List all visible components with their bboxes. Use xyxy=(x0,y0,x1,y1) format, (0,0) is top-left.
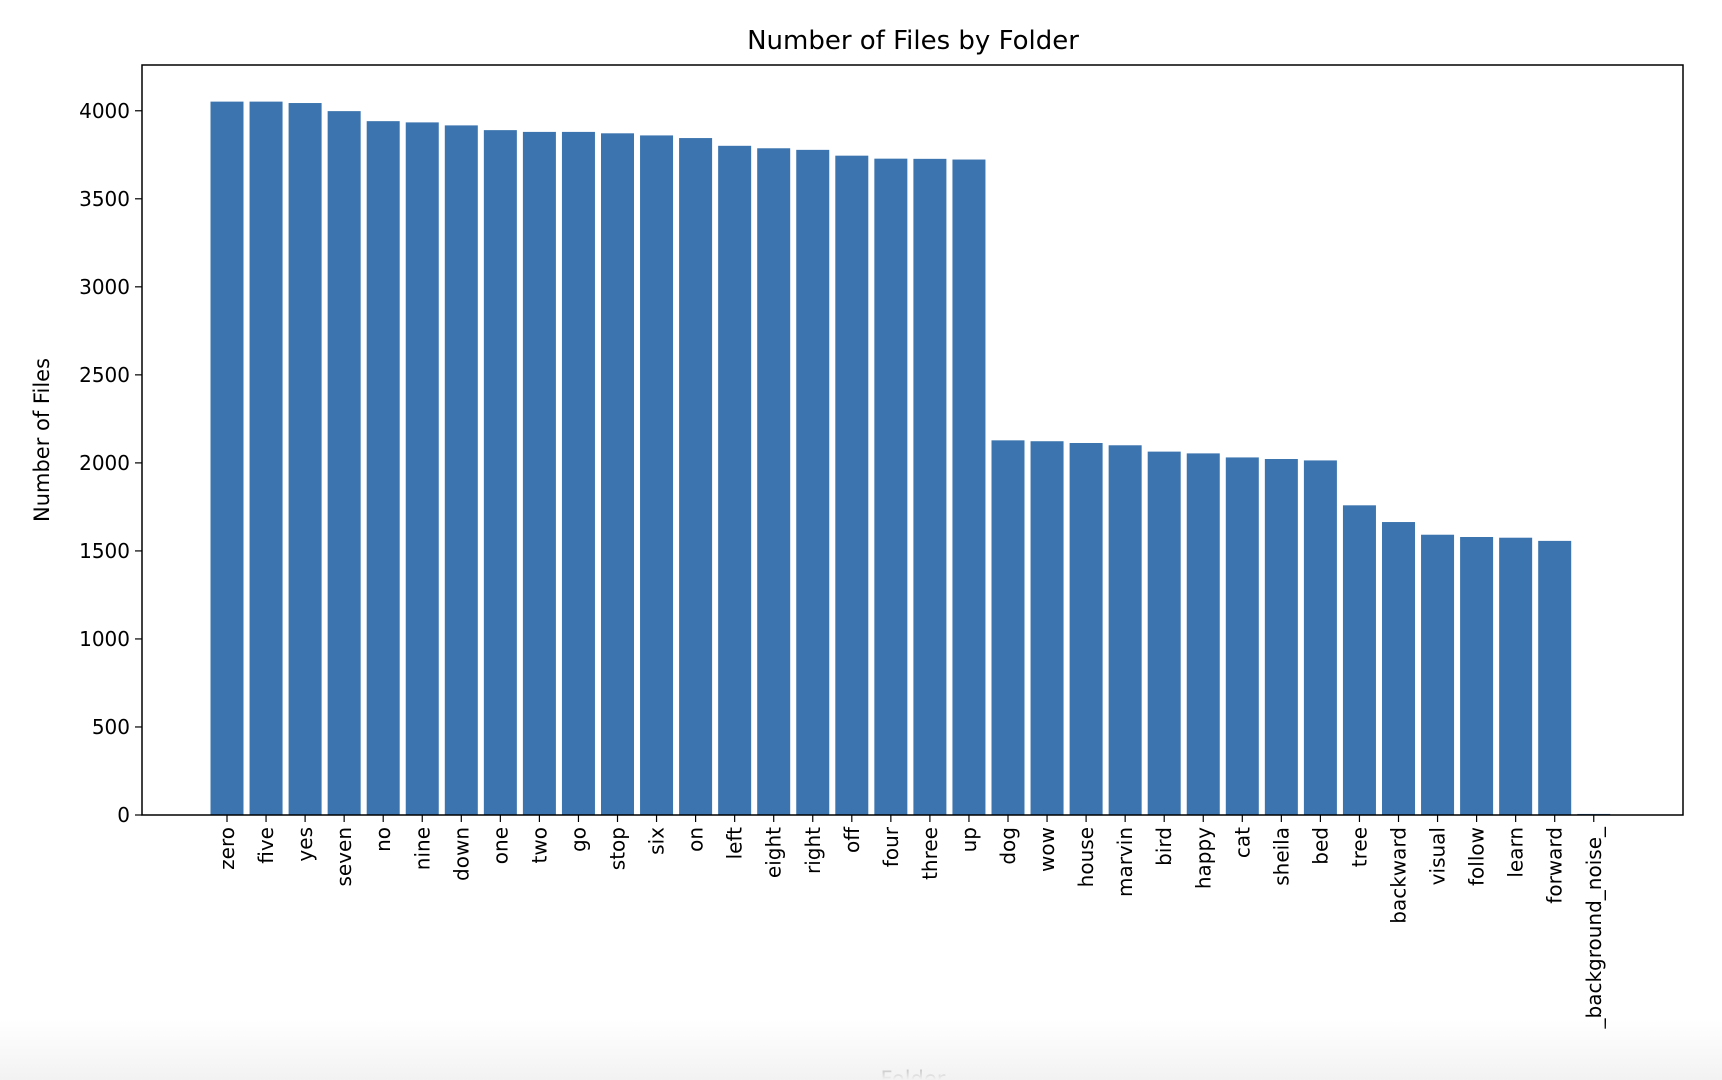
bar-wow xyxy=(1030,441,1064,815)
x-tick-label: four xyxy=(879,826,903,867)
y-axis-ticks: 0 500 1000 1500 2000 2500 3000 3500 4000 xyxy=(79,99,142,827)
bar-no xyxy=(366,121,400,815)
y-axis-label: Number of Files xyxy=(30,358,54,522)
y-tick-label: 0 xyxy=(117,803,130,827)
bar-marvin xyxy=(1108,445,1142,815)
bar-yes xyxy=(288,103,322,815)
bar-seven xyxy=(327,111,361,815)
bar-down xyxy=(444,125,478,815)
bar-one xyxy=(483,130,517,815)
y-tick-label: 2500 xyxy=(79,363,130,387)
bar-sheila xyxy=(1264,459,1298,815)
x-tick-label: up xyxy=(957,827,981,852)
x-tick-label: zero xyxy=(215,827,239,870)
x-tick-label: three xyxy=(918,827,942,880)
bar-two xyxy=(522,131,556,815)
bars-group xyxy=(210,101,1611,816)
x-axis-label: Folder xyxy=(881,1067,946,1080)
bar-bed xyxy=(1303,460,1337,815)
bar-happy xyxy=(1186,453,1220,815)
bar-off xyxy=(835,155,869,816)
x-tick-label: five xyxy=(254,827,278,864)
bar-zero xyxy=(210,101,244,816)
x-tick-label: marvin xyxy=(1113,827,1137,897)
bar-four xyxy=(874,158,908,815)
bar-bird xyxy=(1147,451,1181,815)
x-tick-label: left xyxy=(723,827,747,860)
x-tick-label: go xyxy=(566,827,590,852)
bar-forward xyxy=(1538,540,1572,815)
x-axis-ticks: zero five yes seven no nine down one two go stop si… xyxy=(215,815,1606,1029)
x-tick-label: sheila xyxy=(1269,827,1293,886)
y-tick-label: 3000 xyxy=(79,275,130,299)
x-tick-label: visual xyxy=(1426,827,1450,885)
x-tick-label: bed xyxy=(1308,827,1332,865)
x-tick-label: learn xyxy=(1504,827,1528,878)
y-tick-label: 3500 xyxy=(79,187,130,211)
x-tick-label: forward xyxy=(1543,827,1567,904)
bar-on xyxy=(679,138,713,815)
bar-stop xyxy=(601,133,634,815)
x-tick-label: no xyxy=(371,827,395,852)
x-tick-label: happy xyxy=(1191,827,1215,889)
x-tick-label: tree xyxy=(1347,827,1371,867)
x-tick-label: dog xyxy=(996,827,1020,865)
bar-house xyxy=(1069,442,1103,815)
x-tick-label: down xyxy=(449,827,473,881)
bar-up xyxy=(952,159,986,816)
x-tick-label: bird xyxy=(1152,827,1176,866)
x-tick-label: cat xyxy=(1230,827,1254,858)
x-tick-label: right xyxy=(801,827,825,874)
bar-five xyxy=(249,101,283,816)
x-tick-label: nine xyxy=(410,827,434,870)
y-tick-label: 1000 xyxy=(79,627,130,651)
x-tick-label: six xyxy=(645,827,669,855)
bar-tree xyxy=(1342,505,1376,815)
bar-go xyxy=(561,131,595,815)
bar-dog xyxy=(991,440,1025,815)
bar-visual xyxy=(1421,534,1455,815)
bar-cat xyxy=(1225,457,1259,815)
x-tick-label: on xyxy=(684,827,708,852)
x-tick-label: house xyxy=(1074,827,1098,887)
x-tick-label: backward xyxy=(1387,827,1411,924)
x-tick-label: seven xyxy=(332,827,356,887)
bar-nine xyxy=(405,122,439,815)
x-tick-label: two xyxy=(527,827,551,863)
y-tick-label: 500 xyxy=(92,715,130,739)
bar-backward xyxy=(1382,522,1415,815)
bar-three xyxy=(913,158,947,816)
bar-follow xyxy=(1460,537,1494,815)
bar-right xyxy=(796,149,830,816)
chart-title: Number of Files by Folder xyxy=(747,26,1079,56)
x-tick-label: stop xyxy=(606,827,630,870)
bar-six xyxy=(640,135,674,816)
x-tick-label: off xyxy=(840,826,864,853)
bar-left xyxy=(718,145,752,815)
bar-learn xyxy=(1499,537,1533,815)
bar-eight xyxy=(757,148,791,815)
x-tick-label: yes xyxy=(293,827,317,862)
y-tick-label: 2000 xyxy=(79,451,130,475)
x-tick-label: wow xyxy=(1035,827,1059,872)
y-tick-label: 4000 xyxy=(79,99,130,123)
x-tick-label: follow xyxy=(1465,827,1489,886)
x-tick-label: _background_noise_ xyxy=(1582,826,1606,1029)
plot-area-frame xyxy=(141,64,1684,816)
x-tick-label: one xyxy=(488,827,512,864)
x-tick-label: eight xyxy=(762,827,786,878)
y-tick-label: 1500 xyxy=(79,539,130,563)
